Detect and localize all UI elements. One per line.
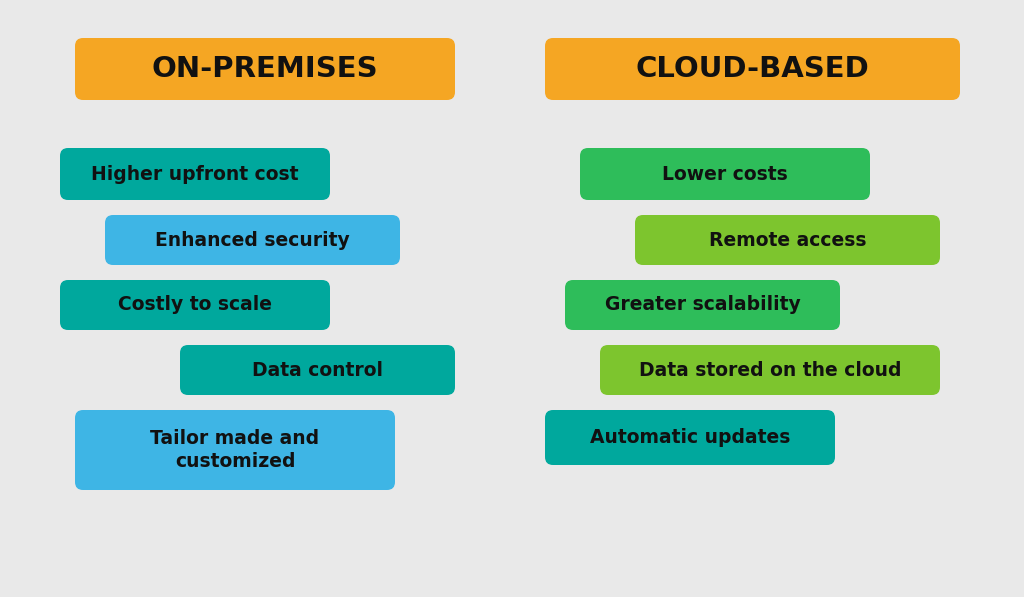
Text: Costly to scale: Costly to scale <box>118 296 272 315</box>
FancyBboxPatch shape <box>105 215 400 265</box>
Text: Greater scalability: Greater scalability <box>604 296 801 315</box>
Text: Lower costs: Lower costs <box>663 165 787 183</box>
FancyBboxPatch shape <box>60 148 330 200</box>
FancyBboxPatch shape <box>565 280 840 330</box>
FancyBboxPatch shape <box>635 215 940 265</box>
FancyBboxPatch shape <box>580 148 870 200</box>
FancyBboxPatch shape <box>75 410 395 490</box>
FancyBboxPatch shape <box>60 280 330 330</box>
Text: Data control: Data control <box>252 361 383 380</box>
FancyBboxPatch shape <box>180 345 455 395</box>
FancyBboxPatch shape <box>75 38 455 100</box>
FancyBboxPatch shape <box>545 410 835 465</box>
Text: Enhanced security: Enhanced security <box>155 230 350 250</box>
Text: Remote access: Remote access <box>709 230 866 250</box>
FancyBboxPatch shape <box>600 345 940 395</box>
Text: Tailor made and
customized: Tailor made and customized <box>151 429 319 471</box>
Text: Data stored on the cloud: Data stored on the cloud <box>639 361 901 380</box>
Text: CLOUD-BASED: CLOUD-BASED <box>636 55 869 83</box>
FancyBboxPatch shape <box>545 38 961 100</box>
Text: Automatic updates: Automatic updates <box>590 428 791 447</box>
Text: Higher upfront cost: Higher upfront cost <box>91 165 299 183</box>
Text: ON-PREMISES: ON-PREMISES <box>152 55 378 83</box>
